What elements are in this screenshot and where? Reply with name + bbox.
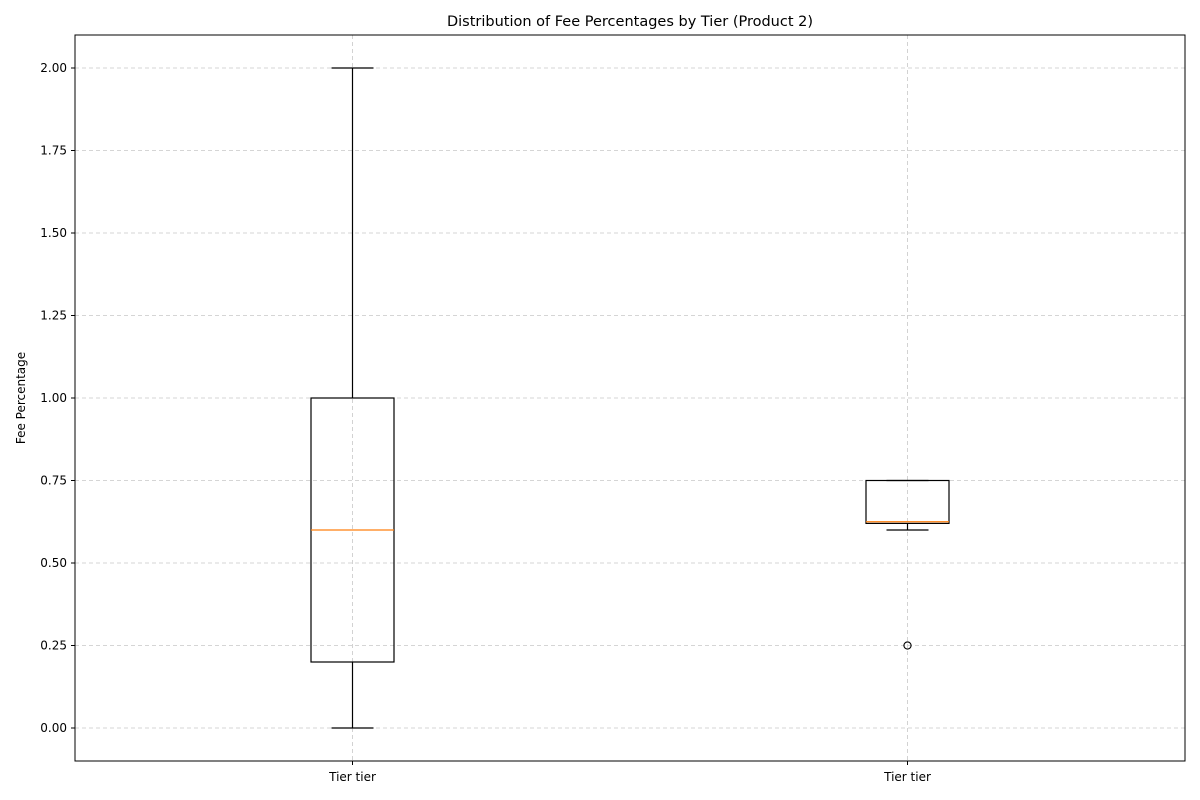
iqr-box (865, 479, 950, 525)
y-tick-label: 1.00 (40, 391, 67, 405)
x-tick-label: Tier tier (328, 770, 376, 784)
y-tick-label: 1.50 (40, 226, 67, 240)
grid-layer (75, 35, 1185, 761)
plot-frame (74, 34, 1186, 762)
y-axis-label: Fee Percentage (14, 352, 28, 444)
axis-layer: 0.00 0.25 0.50 0.75 1.00 1.25 1.50 1.75 2.00 Tier… (40, 61, 931, 784)
y-tick-label: 0.75 (40, 474, 67, 488)
outlier-point (903, 641, 912, 650)
y-tick-label: 0.00 (40, 721, 67, 735)
box-group (310, 67, 395, 729)
y-tick-label: 0.50 (40, 556, 67, 570)
y-tick-label: 0.25 (40, 639, 67, 653)
y-tick-label: 1.75 (40, 144, 67, 158)
y-tick-label: 1.25 (40, 309, 67, 323)
chart-title: Distribution of Fee Percentages by Tier … (447, 14, 813, 30)
y-tick-label: 2.00 (40, 61, 67, 75)
x-tick-label: Tier tier (883, 770, 931, 784)
box-layer (310, 67, 950, 729)
box-group (865, 479, 950, 650)
